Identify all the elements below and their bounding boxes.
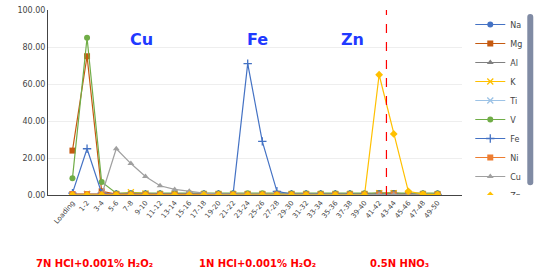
- svg-text:9-10: 9-10: [133, 199, 149, 216]
- svg-text:Al: Al: [510, 59, 518, 68]
- svg-text:27-28: 27-28: [262, 199, 281, 220]
- svg-text:31-32: 31-32: [291, 199, 310, 220]
- svg-text:K: K: [510, 78, 516, 87]
- svg-text:37-38: 37-38: [335, 199, 354, 220]
- svg-text:13-14: 13-14: [160, 199, 180, 220]
- svg-text:41-42: 41-42: [364, 199, 383, 220]
- svg-text:Loading: Loading: [53, 199, 77, 225]
- svg-text:39-40: 39-40: [350, 199, 369, 220]
- svg-text:0.5N HNO₃: 0.5N HNO₃: [370, 258, 429, 269]
- svg-text:Fe: Fe: [247, 30, 268, 49]
- svg-text:Zn: Zn: [341, 30, 364, 49]
- svg-text:29-30: 29-30: [277, 199, 296, 220]
- svg-text:40.00: 40.00: [22, 117, 45, 126]
- svg-text:Ni: Ni: [510, 154, 518, 163]
- svg-text:7-8: 7-8: [122, 199, 135, 213]
- svg-text:23-24: 23-24: [233, 199, 253, 220]
- svg-text:V: V: [510, 116, 516, 125]
- svg-text:15-16: 15-16: [174, 199, 194, 220]
- svg-text:20.00: 20.00: [22, 154, 45, 163]
- svg-text:19-20: 19-20: [203, 199, 222, 220]
- svg-text:1N HCl+0.001% H₂O₂: 1N HCl+0.001% H₂O₂: [199, 258, 316, 269]
- svg-text:49-50: 49-50: [423, 199, 442, 220]
- svg-text:100.00: 100.00: [17, 6, 45, 15]
- svg-text:Na: Na: [510, 21, 521, 30]
- svg-text:Zn: Zn: [510, 192, 521, 195]
- svg-text:Mg: Mg: [510, 40, 522, 49]
- svg-text:5-6: 5-6: [107, 199, 121, 213]
- svg-text:60.00: 60.00: [22, 80, 45, 89]
- svg-text:Cu: Cu: [130, 30, 153, 49]
- svg-text:3-4: 3-4: [92, 199, 106, 213]
- svg-text:0.00: 0.00: [28, 191, 46, 200]
- svg-text:1-2: 1-2: [78, 199, 91, 213]
- svg-text:47-48: 47-48: [408, 199, 427, 220]
- svg-text:80.00: 80.00: [22, 43, 45, 52]
- svg-text:Cu: Cu: [510, 173, 521, 182]
- svg-text:43-44: 43-44: [379, 199, 399, 220]
- svg-text:45-46: 45-46: [393, 199, 413, 220]
- svg-text:7N HCl+0.001% H₂O₂: 7N HCl+0.001% H₂O₂: [36, 258, 153, 269]
- svg-text:33-34: 33-34: [306, 199, 326, 220]
- svg-text:Fe: Fe: [510, 135, 519, 144]
- svg-text:25-26: 25-26: [247, 199, 267, 220]
- svg-text:11-12: 11-12: [145, 199, 164, 220]
- svg-text:Ti: Ti: [509, 97, 517, 106]
- svg-text:21-22: 21-22: [218, 199, 237, 220]
- svg-text:17-18: 17-18: [189, 199, 208, 220]
- svg-text:35-36: 35-36: [320, 199, 340, 220]
